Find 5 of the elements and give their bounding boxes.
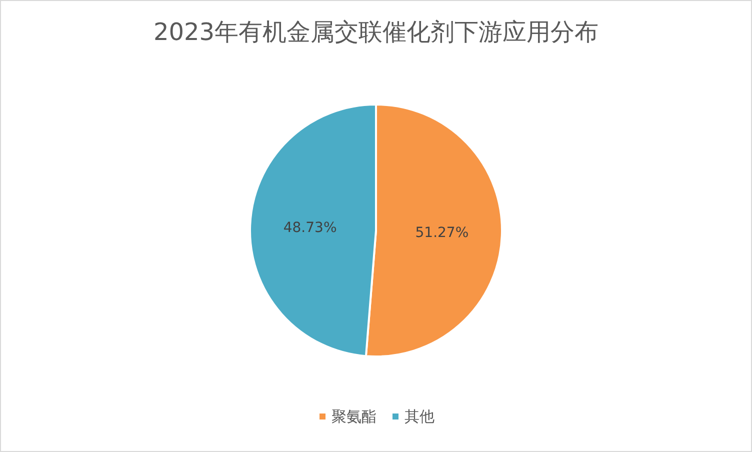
- chart-title: 2023年有机金属交联催化剂下游应用分布: [153, 18, 599, 46]
- data-label: 51.27%: [415, 225, 469, 242]
- data-label: 48.73%: [283, 220, 337, 236]
- legend-label: 其他: [404, 408, 434, 426]
- legend-label: 聚氨酯: [332, 408, 376, 426]
